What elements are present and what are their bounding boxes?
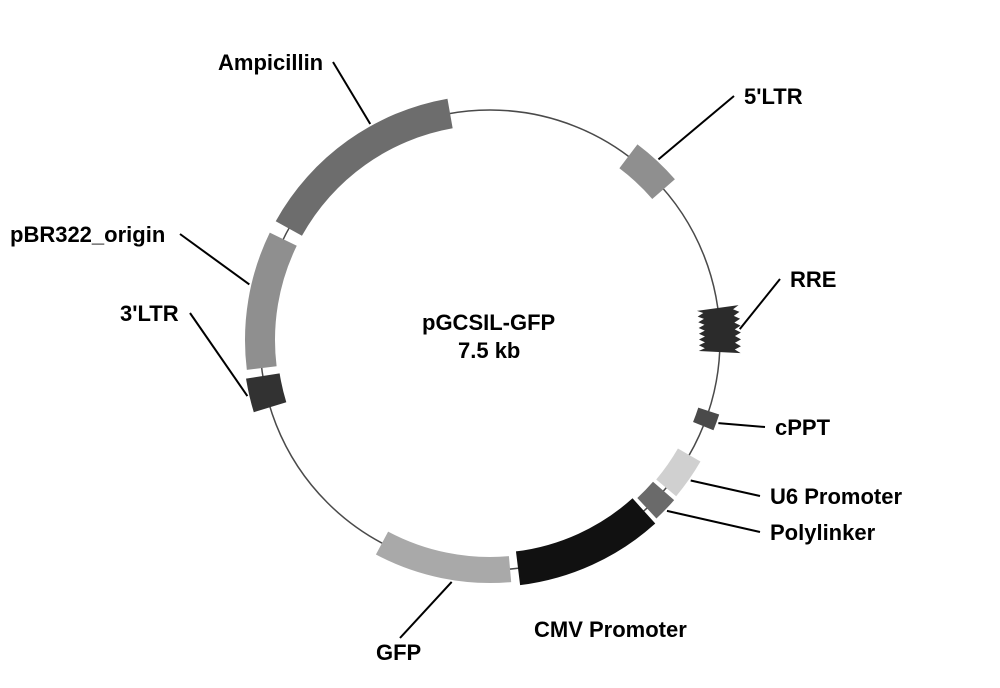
plasmid-size: 7.5 kb [458, 338, 520, 364]
feature-label-5ltr: 5'LTR [744, 84, 803, 110]
feature-label-u6: U6 Promoter [770, 484, 902, 510]
feature-label-rre: RRE [790, 267, 836, 293]
plasmid-title: pGCSIL-GFP [422, 310, 555, 336]
feature-label-gfp: GFP [376, 640, 421, 666]
plasmid-diagram: pGCSIL-GFP 7.5 kb Ampicillin pBR322_origi… [0, 0, 1000, 688]
feature-label-3ltr: 3'LTR [120, 301, 179, 327]
feature-label-polylinker: Polylinker [770, 520, 875, 546]
feature-label-pbr322: pBR322_origin [10, 222, 165, 248]
feature-label-cmv: CMV Promoter [534, 617, 687, 643]
feature-label-ampicillin: Ampicillin [218, 50, 323, 76]
feature-label-cppt: cPPT [775, 415, 830, 441]
